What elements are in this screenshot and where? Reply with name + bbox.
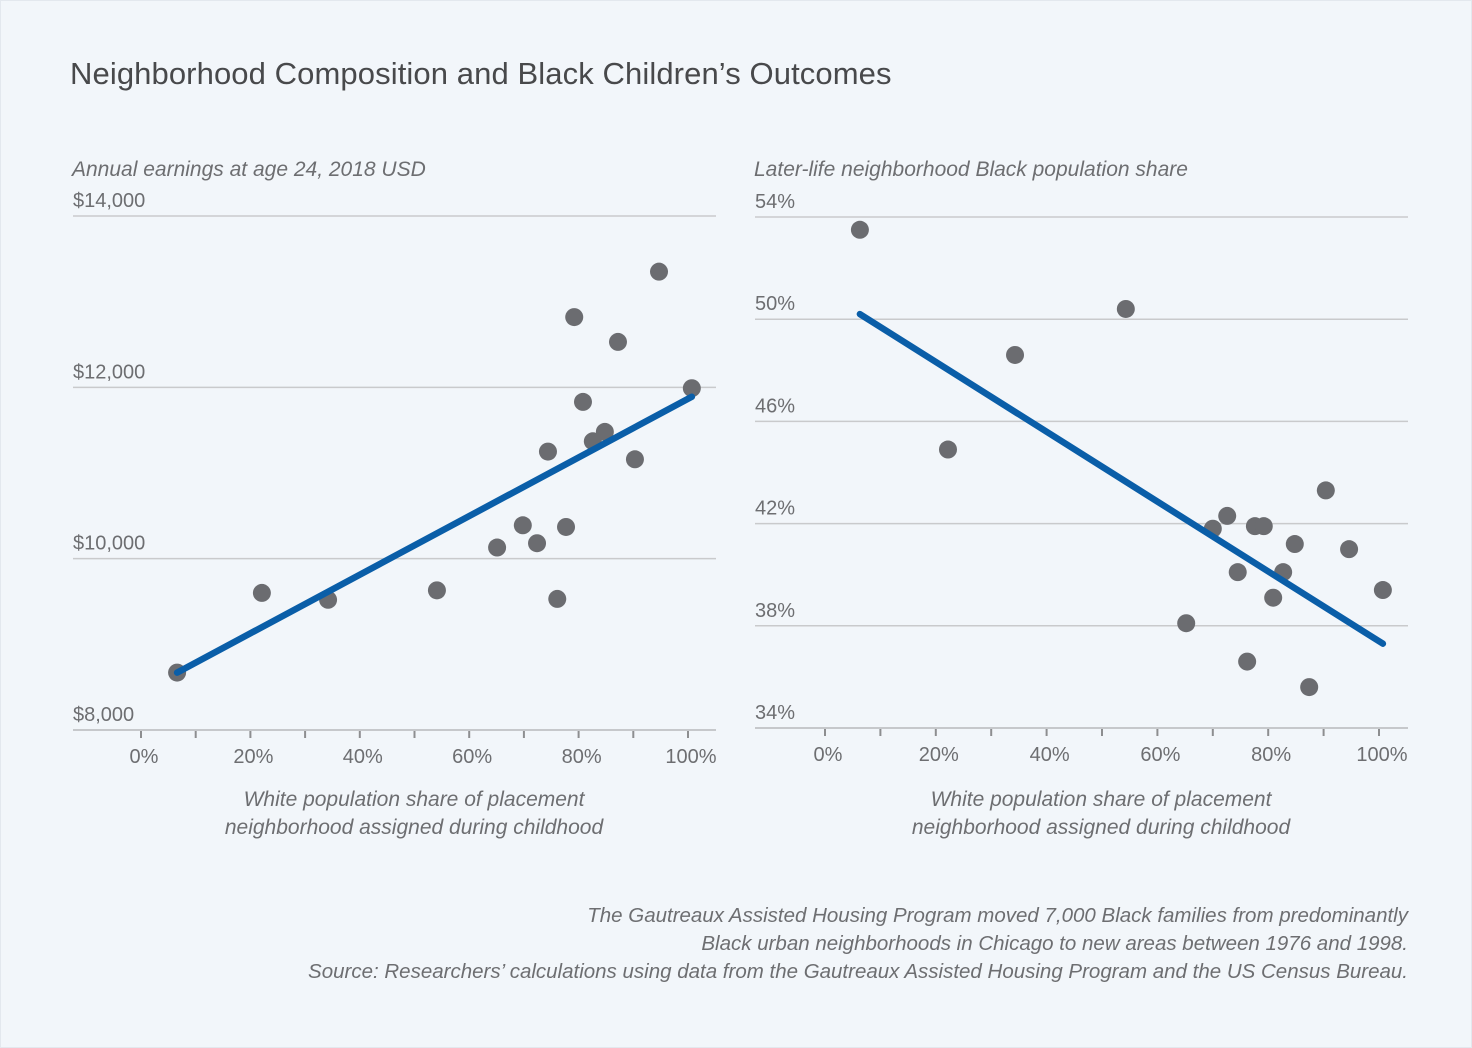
data-point (938, 440, 957, 459)
figure-title: Neighborhood Composition and Black Child… (70, 56, 892, 91)
x-tick-label: 100% (1356, 744, 1407, 766)
black-share-panel: Later-life neighborhood Black population… (754, 158, 1408, 839)
x-tick-label: 100% (665, 746, 716, 768)
y-tick-label: $8,000 (73, 704, 134, 726)
note-line-1: The Gautreaux Assisted Housing Program m… (587, 904, 1408, 927)
data-point (488, 538, 507, 557)
y-tick-label: $10,000 (73, 533, 145, 555)
x-axis-title-line: White population share of placement (931, 788, 1273, 811)
data-point (573, 392, 592, 411)
data-point (1285, 535, 1304, 554)
earnings-panel: Annual earnings at age 24, 2018 USD $8,00… (70, 158, 717, 839)
data-point (1316, 481, 1335, 500)
figure-notes: The Gautreaux Assisted Housing Program m… (108, 902, 1408, 986)
x-tick-label: 60% (452, 746, 492, 768)
x-tick-label: 20% (919, 744, 959, 766)
y-tick-label: 38% (755, 600, 795, 622)
x-tick-label: 0% (814, 744, 843, 766)
data-point (1340, 540, 1359, 559)
x-tick-label: 0% (130, 746, 159, 768)
x-tick-label: 20% (233, 746, 273, 768)
trend-line (856, 310, 1387, 647)
x-tick-label: 80% (562, 746, 602, 768)
x-axis-title-line: neighborhood assigned during childhood (912, 816, 1292, 839)
x-axis-title-line: neighborhood assigned during childhood (225, 816, 605, 839)
x-tick-label: 40% (343, 746, 383, 768)
y-tick-label: 42% (755, 498, 795, 520)
y-tick-label: 54% (755, 191, 795, 213)
data-point (1264, 588, 1283, 607)
y-tick-label: $12,000 (73, 361, 145, 383)
x-tick-label: 60% (1140, 744, 1180, 766)
source-line: Source: Researchers’ calculations using … (308, 960, 1408, 983)
y-tick-label: 46% (755, 395, 795, 417)
y-axis-title: Annual earnings at age 24, 2018 USD (70, 158, 426, 181)
x-axis-title-line: White population share of placement (244, 788, 586, 811)
data-point (1300, 678, 1319, 697)
data-point (427, 581, 446, 600)
data-point (1373, 581, 1392, 600)
data-point (608, 332, 627, 351)
trend-line (173, 393, 696, 676)
data-point (1177, 614, 1196, 633)
data-point (557, 517, 576, 536)
data-point (682, 379, 701, 398)
data-point (1228, 563, 1247, 582)
data-point (538, 442, 557, 461)
note-line-2: Black urban neighborhoods in Chicago to … (701, 932, 1408, 955)
data-point (565, 308, 584, 327)
data-point (1006, 345, 1025, 364)
data-point (252, 583, 271, 602)
data-point (528, 534, 547, 553)
data-point (513, 516, 532, 535)
data-point (1218, 506, 1237, 525)
data-point (1254, 517, 1273, 536)
data-point (1116, 299, 1135, 318)
data-point (625, 450, 644, 469)
data-point (595, 422, 614, 441)
y-tick-label: $14,000 (73, 190, 145, 212)
y-tick-label: 50% (755, 293, 795, 315)
x-tick-label: 40% (1030, 744, 1070, 766)
data-point (850, 220, 869, 239)
data-point (1238, 652, 1257, 671)
data-point (650, 262, 669, 281)
data-point (548, 589, 567, 608)
y-axis-title: Later-life neighborhood Black population… (754, 158, 1188, 181)
y-tick-label: 34% (755, 702, 795, 724)
x-tick-label: 80% (1251, 744, 1291, 766)
